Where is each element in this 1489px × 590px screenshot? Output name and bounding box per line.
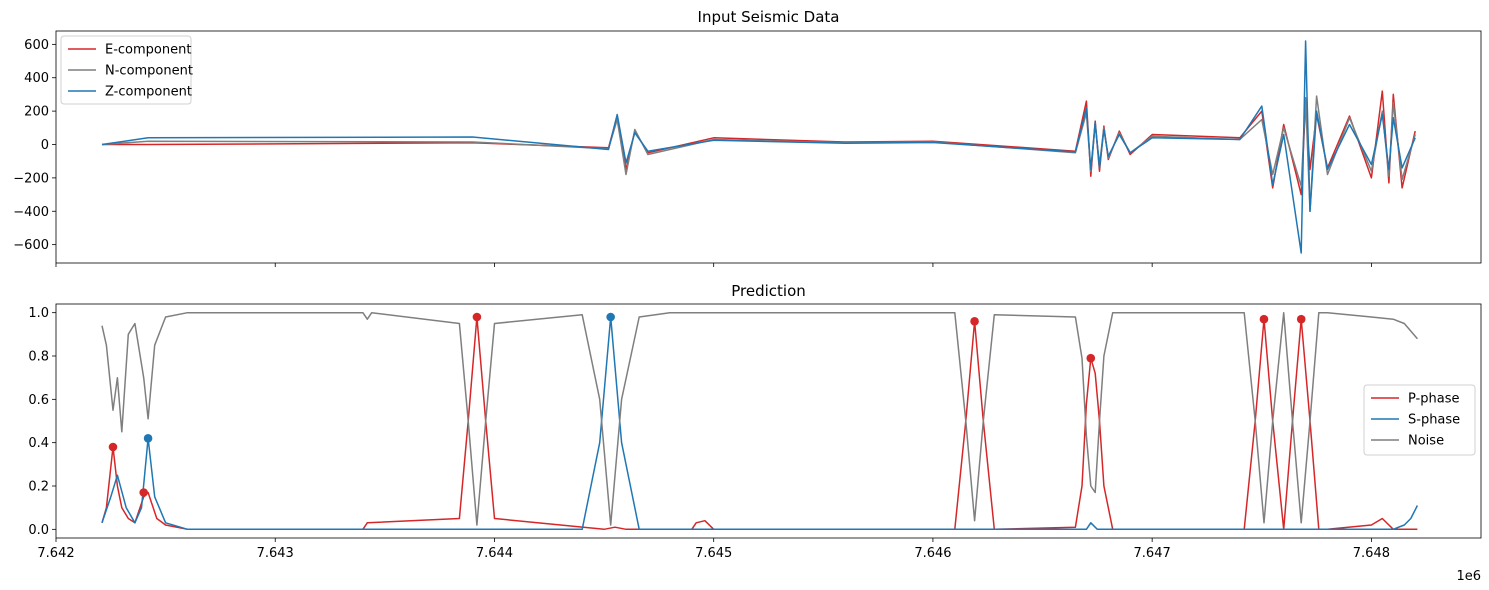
legend-entry: N-component [68,64,193,79]
legend-label: Noise [1408,434,1444,449]
y-tick-label: 0.6 [28,393,49,408]
pick-marker [1296,314,1306,324]
pick-marker [1259,314,1269,324]
y-tick-label: 1.0 [28,306,49,321]
pick-marker [143,434,153,443]
axes-frame [55,303,1482,539]
legend: P-phase S-phase Noise [1363,384,1476,456]
legend: E-component N-component Z-component [60,35,193,105]
chart-title-prediction: Prediction [731,282,806,300]
x-tick-label: 7.648 [1353,546,1390,561]
series-line-s-phase [101,316,1419,531]
legend-entry: Z-component [68,85,192,100]
axes-frame [55,30,1482,264]
x-tick-label: 7.644 [476,546,513,561]
chart-title-seismic: Input Seismic Data [698,8,840,26]
pick-marker [1086,353,1096,363]
pick-marker [606,312,615,322]
y-tick-label: 0.8 [28,350,49,365]
legend-entry: Noise [1371,434,1444,449]
plot-area [101,311,1419,531]
y-tick-label: 0.2 [28,480,49,495]
legend-entry: E-component [68,43,191,58]
series-line-e-component [102,90,1416,196]
plot-area [101,40,1416,254]
x-tick-label: 7.642 [37,546,74,561]
legend-label: E-component [105,43,191,58]
x-tick-label: 7.643 [257,546,294,561]
y-tick-label: 0.0 [28,523,49,538]
y-tick-label: −600 [13,238,49,253]
pick-marker [472,312,482,322]
series-line-noise [101,311,1418,526]
legend-label: N-component [105,64,193,79]
legend-entry: S-phase [1371,413,1460,428]
pick-marker [970,317,979,326]
y-tick-label: 0 [41,138,49,153]
legend-box [1363,384,1476,456]
y-tick-label: −200 [13,171,49,186]
pick-marker [108,442,118,452]
y-tick-label: 400 [24,71,49,86]
seismic-panel: Input Seismic Data −600 −400 −200 0 200 400 60… [13,8,1482,267]
prediction-panel: Prediction 1e6 0.0 0.2 0.4 0.6 0.8 1.0 7.642 7.… [28,282,1482,584]
x-tick-label: 7.645 [695,546,732,561]
y-tick-label: 600 [24,38,49,53]
y-tick-label: −400 [13,205,49,220]
series-line-n-component [101,95,1416,213]
x-tick-label: 7.647 [1134,546,1171,561]
pick-marker [139,488,148,497]
y-tick-label: 200 [24,105,49,120]
x-offset-label: 1e6 [1456,569,1481,584]
legend-label: P-phase [1408,392,1459,407]
series-line-z-component [101,40,1416,254]
legend-entry: P-phase [1371,392,1459,407]
series-line-p-phase [101,316,1418,531]
legend-box [60,35,192,105]
legend-label: Z-component [105,85,192,100]
y-tick-label: 0.4 [28,436,49,451]
x-tick-label: 7.646 [914,546,951,561]
legend-label: S-phase [1408,413,1460,428]
